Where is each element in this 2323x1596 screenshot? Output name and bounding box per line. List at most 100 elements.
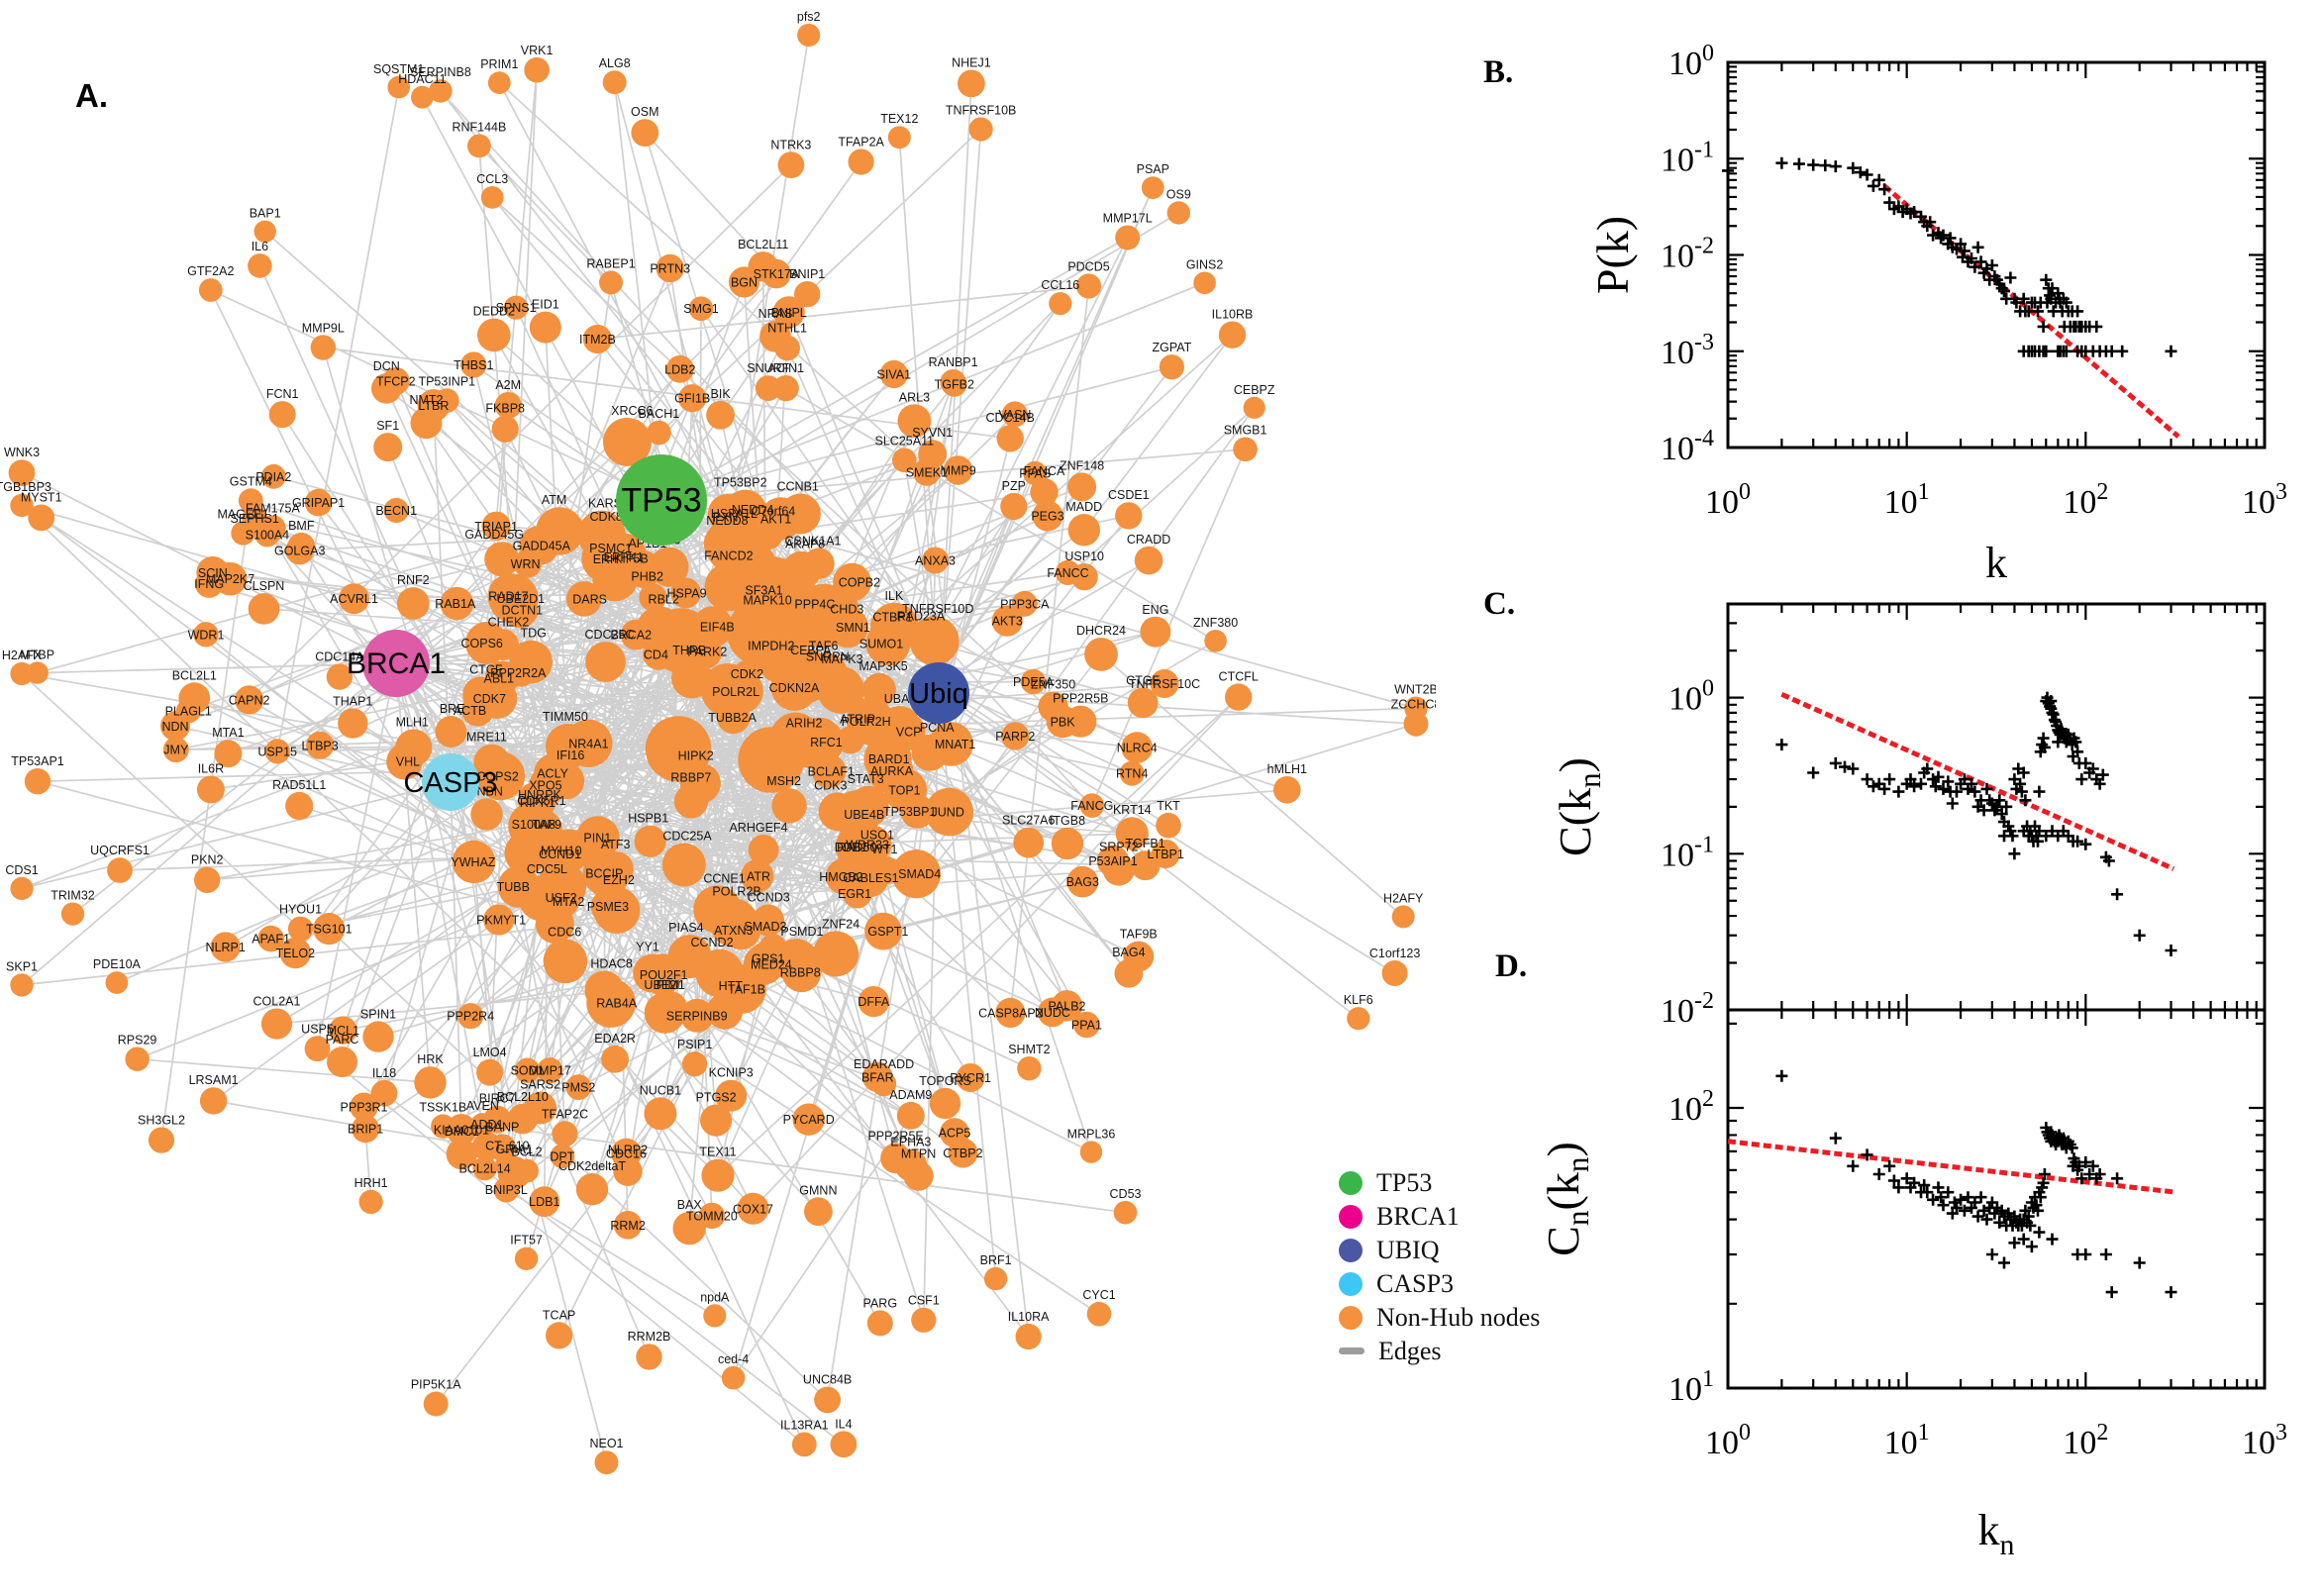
network-node[interactable] — [477, 318, 511, 352]
network-node[interactable] — [338, 708, 368, 739]
network-node[interactable] — [414, 1066, 447, 1099]
network-node[interactable] — [1067, 472, 1097, 502]
network-node[interactable] — [1243, 396, 1265, 419]
network-node[interactable] — [440, 586, 474, 621]
hub-casp3[interactable]: CASP3 — [403, 753, 498, 811]
network-node[interactable] — [550, 1144, 575, 1169]
network-node[interactable] — [1156, 812, 1181, 839]
network-node[interactable] — [235, 685, 264, 715]
network-node[interactable] — [487, 71, 511, 94]
network-node[interactable] — [700, 1104, 733, 1137]
network-node[interactable] — [903, 1160, 934, 1191]
network-node[interactable] — [304, 488, 333, 517]
network-node[interactable] — [1017, 1056, 1042, 1081]
network-node[interactable] — [771, 788, 807, 824]
network-node[interactable] — [506, 657, 535, 687]
network-node[interactable] — [602, 70, 627, 95]
network-node[interactable] — [396, 587, 430, 620]
network-node[interactable] — [584, 970, 625, 1011]
network-node[interactable] — [457, 1003, 484, 1030]
network-node[interactable] — [529, 1186, 560, 1218]
network-node[interactable] — [645, 716, 712, 782]
network-node[interactable] — [10, 876, 34, 901]
network-node[interactable] — [125, 1047, 150, 1071]
network-node[interactable] — [603, 417, 652, 466]
network-node[interactable] — [1204, 630, 1227, 652]
network-node[interactable] — [703, 1304, 727, 1328]
network-node[interactable] — [791, 1432, 817, 1457]
network-node[interactable] — [1064, 705, 1097, 738]
network-node[interactable] — [60, 902, 85, 926]
network-node[interactable] — [431, 1114, 455, 1139]
network-node[interactable] — [310, 335, 336, 360]
network-node[interactable] — [866, 1310, 893, 1337]
network-node[interactable] — [761, 258, 791, 289]
network-node[interactable] — [547, 761, 585, 800]
network-node[interactable] — [472, 1155, 497, 1181]
network-node[interactable] — [661, 843, 706, 887]
network-node[interactable] — [1119, 760, 1145, 786]
network-node[interactable] — [1273, 776, 1301, 804]
network-node[interactable] — [896, 1101, 925, 1130]
network-node[interactable] — [892, 448, 917, 473]
network-node[interactable] — [514, 1057, 541, 1083]
network-node[interactable] — [1086, 1301, 1112, 1327]
network-node[interactable] — [922, 547, 949, 574]
network-node[interactable] — [339, 583, 369, 615]
network-node[interactable] — [688, 296, 714, 322]
network-node[interactable] — [423, 1391, 449, 1417]
network-node[interactable] — [476, 1058, 504, 1086]
network-node[interactable] — [566, 581, 602, 617]
network-node[interactable] — [1001, 722, 1030, 750]
network-node[interactable] — [848, 149, 874, 175]
network-node[interactable] — [1151, 840, 1180, 868]
network-node[interactable] — [681, 1051, 708, 1077]
network-node[interactable] — [1381, 960, 1408, 986]
network-node[interactable] — [880, 1143, 911, 1174]
network-node[interactable] — [743, 944, 784, 985]
network-node[interactable] — [750, 620, 804, 675]
network-node[interactable] — [429, 79, 453, 103]
network-node[interactable] — [257, 925, 284, 952]
network-node[interactable] — [611, 1138, 642, 1169]
network-node[interactable] — [878, 624, 909, 654]
network-node[interactable] — [264, 739, 290, 764]
network-node[interactable] — [452, 840, 496, 884]
network-node[interactable] — [1233, 437, 1258, 462]
network-node[interactable] — [495, 1152, 520, 1178]
hub-node-circle[interactable] — [362, 630, 430, 697]
network-node[interactable] — [480, 186, 504, 209]
network-node[interactable] — [594, 1450, 619, 1475]
network-node[interactable] — [863, 735, 912, 783]
network-node[interactable] — [911, 1307, 937, 1333]
network-node[interactable] — [529, 311, 561, 344]
network-node[interactable] — [1030, 477, 1059, 507]
network-node[interactable] — [1140, 616, 1171, 648]
network-node[interactable] — [8, 459, 36, 486]
network-node[interactable] — [1084, 638, 1118, 671]
network-node[interactable] — [781, 952, 822, 993]
network-node[interactable] — [792, 1103, 825, 1136]
network-node[interactable] — [1141, 176, 1164, 200]
network-node[interactable] — [546, 724, 591, 769]
network-graph[interactable]: PCNA DDB1 XRCC6 PIAS4 CEBPA TDG THRB NR4A1 TOP1 C… — [0, 0, 1436, 1596]
network-node[interactable] — [387, 75, 411, 99]
network-node[interactable] — [248, 253, 272, 278]
network-node[interactable] — [830, 1431, 858, 1458]
network-node[interactable] — [897, 404, 932, 438]
network-node[interactable] — [842, 878, 872, 909]
network-node[interactable] — [268, 401, 296, 429]
network-node[interactable] — [701, 663, 755, 717]
network-node[interactable] — [909, 616, 960, 666]
network-node[interactable] — [460, 351, 487, 378]
network-node[interactable] — [462, 676, 499, 713]
network-node[interactable] — [1102, 853, 1135, 886]
network-node[interactable] — [546, 1322, 573, 1349]
network-node[interactable] — [552, 1121, 578, 1147]
network-node[interactable] — [175, 698, 201, 724]
network-node[interactable] — [1404, 696, 1428, 721]
network-node[interactable] — [943, 455, 973, 485]
network-node[interactable] — [649, 608, 714, 673]
network-node[interactable] — [537, 1057, 563, 1084]
network-node[interactable] — [1113, 1200, 1138, 1225]
